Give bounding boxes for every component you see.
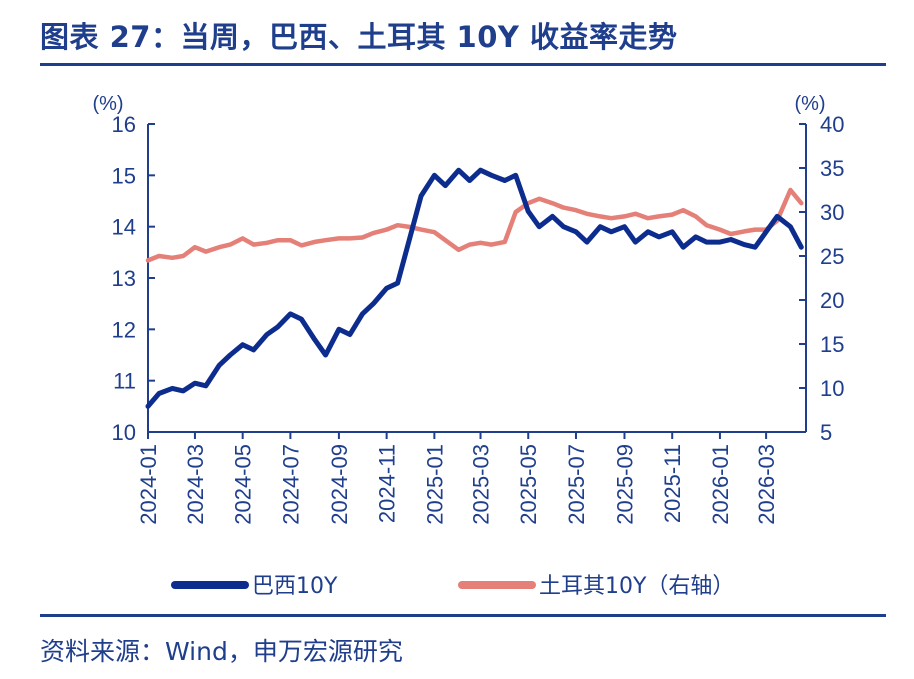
x-tick-label: 2026-01 [708, 444, 733, 525]
x-tick-label: 2025-07 [564, 444, 589, 525]
right-tick-label: 5 [820, 420, 832, 445]
source-note: 资料来源：Wind，申万宏源研究 [40, 637, 403, 666]
source-rule [40, 614, 886, 617]
x-tick-label: 2026-03 [754, 444, 779, 525]
left-tick-label: 11 [113, 369, 136, 394]
title-rule [40, 63, 886, 66]
chart-title: 图表 27：当周，巴西、土耳其 10Y 收益率走势 [40, 20, 678, 54]
line-chart: (%) (%) 10 11 12 13 14 15 16 5 10 15 20 25 30 35 40 2024-… [92, 93, 844, 599]
right-tick-label: 15 [820, 332, 844, 357]
x-tick-label: 2025-05 [516, 444, 541, 525]
right-tick-label: 20 [820, 288, 844, 313]
left-tick-label: 12 [112, 317, 136, 342]
axes-group: (%) (%) 10 11 12 13 14 15 16 5 10 15 20 25 30 35 40 2024-… [92, 93, 844, 525]
x-tick-label: 2025-01 [422, 444, 447, 525]
left-tick-label: 16 [112, 112, 136, 137]
x-tick-label: 2024-05 [231, 444, 256, 525]
left-tick-label: 15 [112, 163, 136, 188]
right-tick-label: 30 [820, 200, 844, 225]
left-tick-label: 13 [112, 266, 136, 291]
right-tick-label: 10 [820, 376, 844, 401]
x-tick-label: 2025-03 [469, 444, 494, 525]
x-tick-label: 2024-07 [278, 444, 303, 525]
right-axis-unit: (%) [794, 93, 825, 115]
series-group [145, 167, 804, 409]
x-tick-label: 2024-01 [136, 444, 161, 525]
left-axis-unit: (%) [92, 93, 123, 115]
right-tick-label: 40 [820, 112, 844, 137]
x-tick-label: 2024-03 [183, 444, 208, 525]
right-tick-label: 25 [820, 244, 844, 269]
turkey-10y-line [145, 187, 804, 263]
left-tick-label: 14 [112, 215, 136, 240]
legend-label-turkey: 土耳其10Y（右轴） [539, 574, 734, 599]
x-tick-label: 2024-11 [375, 444, 400, 523]
left-tick-label: 10 [112, 420, 136, 445]
legend-label-brazil: 巴西10Y [252, 574, 338, 599]
x-tick-label: 2025-11 [660, 444, 685, 523]
brazil-10y-line [145, 167, 804, 409]
legend: 巴西10Y 土耳其10Y（右轴） [171, 574, 734, 599]
right-tick-label: 35 [820, 156, 844, 181]
x-tick-label: 2024-09 [327, 444, 352, 525]
x-tick-label: 2025-09 [612, 444, 637, 525]
